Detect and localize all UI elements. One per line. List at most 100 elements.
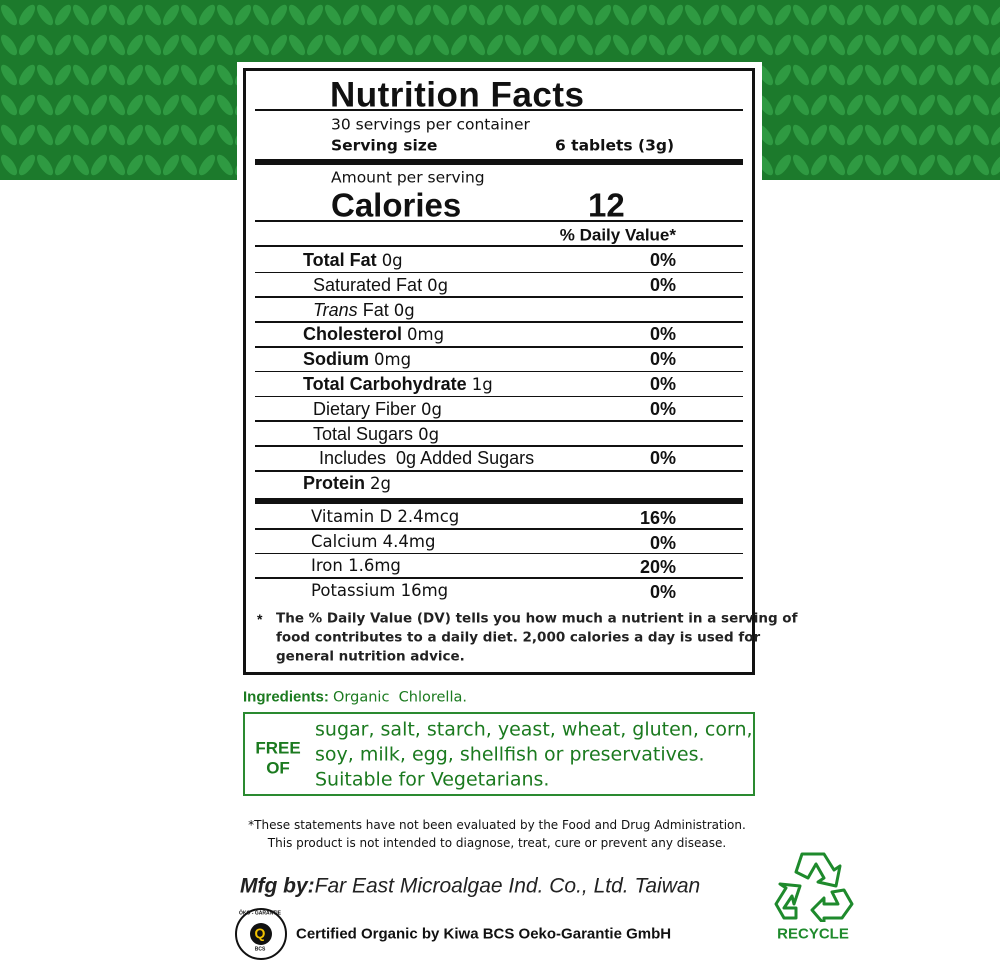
nutrient-name: Fat [362,299,389,320]
free-of-text: sugar, salt, starch, yeast, wheat, glute… [315,718,753,741]
servings-per-container: 30 servings per container [331,115,530,134]
disclaimer-line: This product is not intended to diagnose… [267,836,727,850]
daily-value-header: % Daily Value* [559,225,676,245]
recycle-icon [774,852,854,922]
nutrient-dv: 0% [649,324,676,345]
rule [255,109,743,111]
nutrient-dv: 0% [649,448,676,469]
ingredients: Ingredients: Organic Chlorella. [243,689,467,705]
vitamin-name: Calcium [311,531,378,551]
rule [255,296,743,298]
nutrient-row: Total Fat 0g [303,251,403,270]
nutrient-amount: 1g [471,374,493,394]
nutrient-italic: Trans [313,299,358,320]
nutrient-name: Total Sugars [313,423,414,444]
nutrient-dv: 0% [649,374,676,394]
nutrient-row: Sodium 0mg [303,350,411,369]
label-border [243,68,755,675]
vitamin-row: Iron 1.6mg [311,555,401,575]
footnote-line: food contributes to a daily diet. 2,000 … [276,629,761,646]
free-of-box [243,712,755,796]
disclaimer-line: *These statements have not been evaluate… [248,818,746,832]
rule [255,321,743,323]
free-of-label: OF [266,758,290,778]
vitamin-amount: 1.6mg [348,555,401,575]
vitamin-name: Potassium [311,580,396,600]
nutrient-name: Saturated Fat [313,274,423,295]
recycle-label: RECYCLE [777,925,849,943]
serving-size: 6 tablets (3g) [555,136,675,155]
badge-core [250,923,272,945]
nutrient-dv: 0% [649,349,676,370]
nutrient-amount: 0g [418,424,440,444]
label-backing [237,62,762,683]
free-of-text: soy, milk, egg, shellfish or preservativ… [315,743,705,766]
nutrient-amount: 2g [370,473,392,493]
manufacturer: Mfg by:Far East Microalgae Ind. Co., Ltd… [240,876,700,897]
nutrient-name: Includes 0g Added Sugars [319,448,535,469]
free-of-text: Suitable for Vegetarians. [315,768,550,791]
rule [255,528,743,530]
nutrient-dv: 0% [649,250,676,270]
organic-badge [235,908,287,960]
rule [255,271,743,274]
nutrient-row: Cholesterol 0mg [303,325,444,344]
mfg-name: Far East Microalgae Ind. Co., Ltd. Taiwa… [314,874,701,898]
ingredients-label: Ingredients: [243,688,329,706]
nutrient-row: Total Sugars 0g [313,424,439,443]
vitamin-row: Vitamin D 2.4mcg [311,506,459,526]
vitamin-row: Calcium 4.4mg [311,533,435,550]
nutrient-name: Dietary Fiber [313,398,417,419]
ingredients-text: Organic Chlorella. [333,689,467,706]
free-of-label: FREE [255,738,301,758]
rule [255,420,743,422]
nutrient-row: Trans Fat 0g [313,300,415,319]
nutrient-name: Total Fat [303,249,377,270]
nutrient-amount: 0g [393,300,415,320]
badge-top: ÖKO - GARANTIE [239,910,281,917]
nutrient-amount: 0g [381,250,403,270]
rule [255,470,743,472]
amount-per-serving: Amount per serving [331,168,485,187]
rule [255,346,743,348]
nutrient-row: Includes 0g Added Sugars [319,449,534,467]
rule [255,219,743,223]
nutrient-dv: 0% [649,398,676,419]
rule [255,445,743,447]
nutrient-name: Protein [303,472,366,493]
label-title: Nutrition Facts [330,75,585,115]
nutrient-row: Saturated Fat 0g [313,276,448,295]
rule [255,552,743,555]
nutrient-amount: 0mg [407,325,445,345]
nutrient-row: Total Carbohydrate 1g [303,375,493,394]
rule [255,395,743,398]
vitamin-name: Iron [311,555,343,575]
nutrient-name: Cholesterol [303,324,403,345]
footnote-line: The % Daily Value (DV) tells you how muc… [276,610,798,627]
nutrient-row: Dietary Fiber 0g [313,400,442,419]
nutrient-dv: 0% [649,274,676,295]
nutrient-amount: 0g [421,399,443,419]
footnote-mark: * [257,611,263,627]
vitamin-dv: 16% [639,508,676,528]
certification-text: Certified Organic by Kiwa BCS Oeko-Garan… [296,925,672,943]
vitamin-amount: 16mg [400,580,449,600]
rule [255,370,743,373]
nutrient-amount: 0g [427,275,449,295]
badge-bottom: BCS [254,946,266,953]
rule [255,577,743,579]
rule [255,159,743,165]
vitamin-name: Vitamin D [311,506,393,526]
vitamin-row: Potassium 16mg [311,582,448,599]
vitamin-dv: 20% [639,557,676,577]
nutrient-amount: 0mg [374,349,412,369]
nutrient-name: Sodium [303,348,369,369]
mfg-label: Mfg by: [240,874,315,898]
vitamin-dv: 0% [649,581,676,602]
badge-center: Q [254,925,266,941]
vitamin-amount: 4.4mg [382,531,436,551]
nutrient-row: Protein 2g [303,474,391,493]
footnote-line: general nutrition advice. [276,648,465,665]
rule [255,498,743,504]
